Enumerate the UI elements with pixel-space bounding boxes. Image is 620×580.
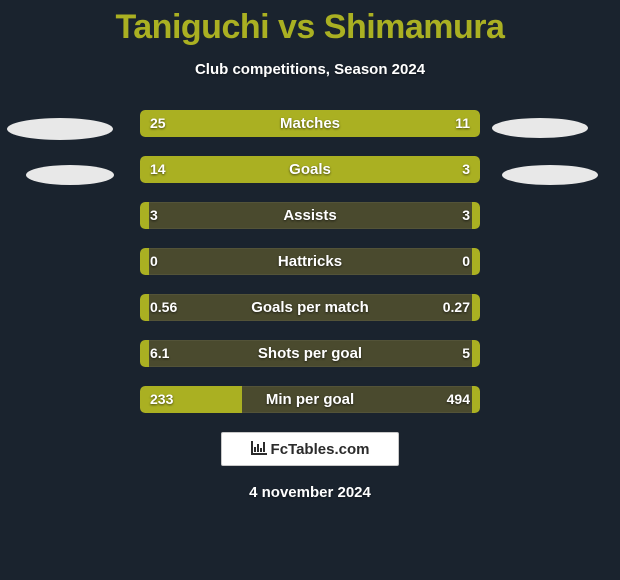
bar-label: Matches [140, 110, 480, 137]
comparison-bars: 2511Matches 143Goals 33Assists 00Hattricks 0… [140, 110, 480, 413]
player-right-avatar-placeholder-2 [502, 165, 598, 185]
comparison-subtitle: Club competitions, Season 2024 [0, 61, 620, 78]
bar-label: Shots per goal [140, 340, 480, 367]
player-left-avatar-placeholder-1 [7, 118, 113, 140]
bar-row: 233494Min per goal [140, 386, 480, 413]
player-right-avatar-placeholder-1 [492, 118, 588, 138]
chart-area: 2511Matches 143Goals 33Assists 00Hattricks 0… [0, 110, 620, 413]
source-logo-text: FcTables.com [271, 441, 370, 458]
bar-label: Goals [140, 156, 480, 183]
chart-icon [251, 441, 267, 458]
bar-row: 33Assists [140, 202, 480, 229]
bar-label: Min per goal [140, 386, 480, 413]
bar-row: 2511Matches [140, 110, 480, 137]
player-left-avatar-placeholder-2 [26, 165, 114, 185]
bar-row: 0.560.27Goals per match [140, 294, 480, 321]
bar-label: Hattricks [140, 248, 480, 275]
bar-row: 143Goals [140, 156, 480, 183]
bar-label: Goals per match [140, 294, 480, 321]
footer-date: 4 november 2024 [0, 484, 620, 501]
bar-row: 00Hattricks [140, 248, 480, 275]
bar-label: Assists [140, 202, 480, 229]
bar-row: 6.15Shots per goal [140, 340, 480, 367]
comparison-title: Taniguchi vs Shimamura [0, 0, 620, 47]
source-logo: FcTables.com [221, 432, 399, 466]
